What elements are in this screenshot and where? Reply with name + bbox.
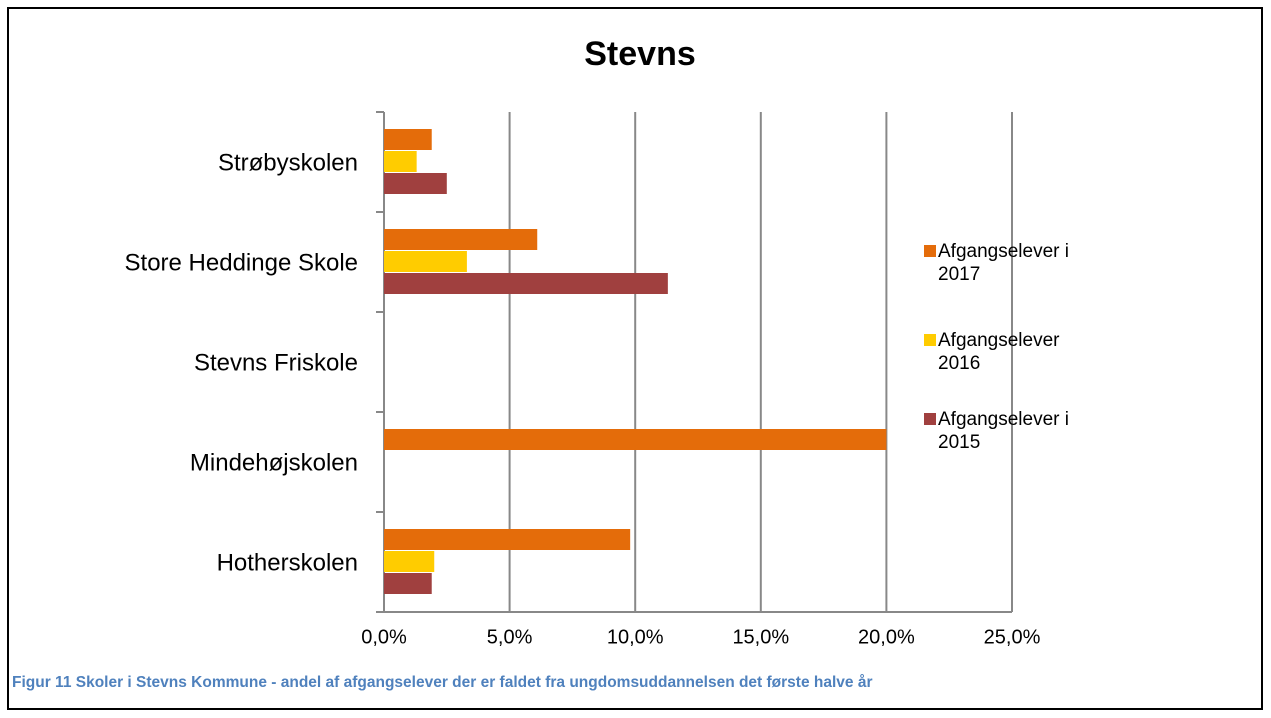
- bar: [384, 429, 887, 450]
- bar: [384, 173, 447, 194]
- legend-swatch: [924, 334, 936, 346]
- x-tick-label: 20,0%: [858, 626, 915, 648]
- bar: [384, 529, 631, 550]
- chart-frame: [7, 7, 1263, 710]
- y-tick-label: Hotherskolen: [217, 549, 358, 576]
- y-tick-label: Stevns Friskole: [194, 349, 358, 376]
- bar: [384, 273, 668, 294]
- legend-label: Afgangselever i 2017: [938, 241, 1069, 285]
- y-tick-label: Store Heddinge Skole: [125, 249, 358, 276]
- bar: [384, 129, 432, 150]
- x-tick-label: 5,0%: [487, 626, 533, 648]
- bar: [384, 251, 467, 272]
- x-tick-label: 10,0%: [607, 626, 664, 648]
- x-tick-label: 15,0%: [732, 626, 789, 648]
- legend-swatch: [924, 245, 936, 257]
- legend-label: Afgangselever 2016: [938, 330, 1060, 374]
- chart-title: Stevns: [584, 35, 696, 73]
- bar: [384, 573, 432, 594]
- caption: Figur 11 Skoler i Stevns Kommune - andel…: [12, 674, 873, 691]
- x-tick-label: 25,0%: [984, 626, 1041, 648]
- x-tick-label: 0,0%: [361, 626, 407, 648]
- legend-label: Afgangselever i 2015: [938, 409, 1069, 453]
- bar: [384, 551, 435, 572]
- bar: [384, 151, 417, 172]
- legend-swatch: [924, 413, 936, 425]
- y-tick-label: Strøbyskolen: [218, 149, 358, 176]
- bar: [384, 229, 538, 250]
- y-tick-label: Mindehøjskolen: [190, 449, 358, 476]
